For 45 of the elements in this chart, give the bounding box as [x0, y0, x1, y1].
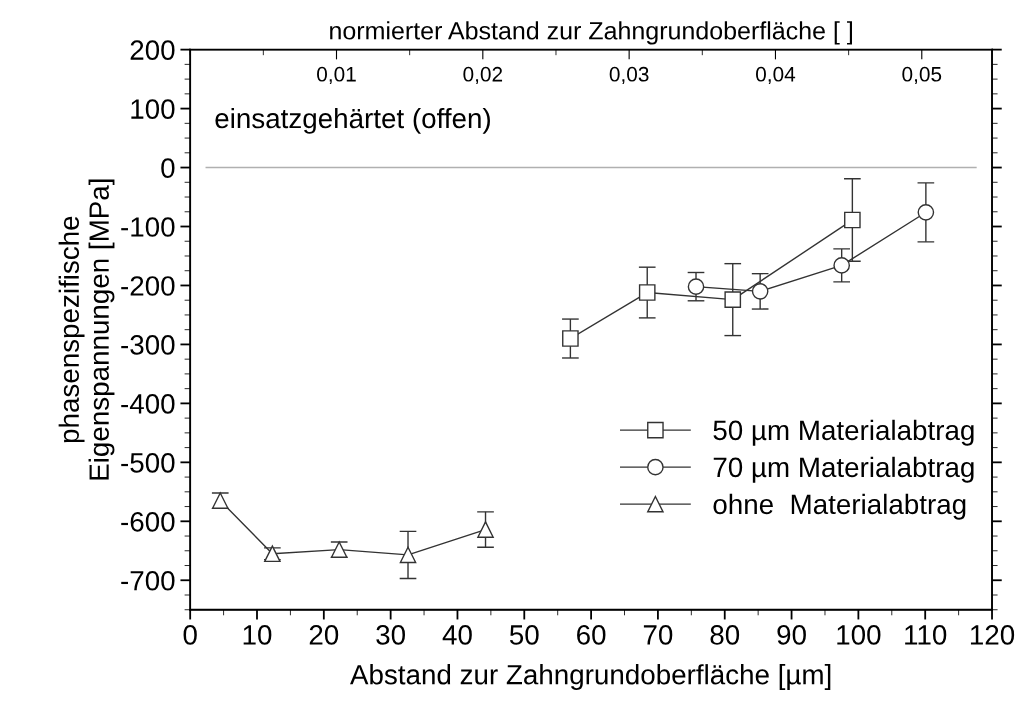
annotation: einsatzgehärtet (offen) [215, 107, 490, 134]
x-tick-label: 10 [243, 625, 272, 645]
x-tick-label: 120 [970, 625, 1015, 645]
y-tick-label: -200 [121, 276, 175, 296]
x-tick-label: 80 [710, 625, 740, 645]
point [638, 284, 656, 301]
point [917, 204, 935, 221]
x-tick-label: 110 [905, 625, 947, 645]
x-tick-label: 0 [183, 625, 197, 645]
point [833, 257, 851, 274]
x-tick-label: 50 [509, 625, 539, 645]
x-tick-label: 100 [837, 625, 881, 645]
x2-tick-label: 0,02 [463, 66, 503, 85]
legend-label: ohne Materialabtrag [713, 493, 966, 520]
x2-tick-label: 0,01 [317, 66, 356, 85]
x2-tick-label: 0,03 [609, 66, 649, 85]
point [724, 291, 742, 308]
y-tick-label: -500 [121, 453, 175, 473]
x-axis-title: Abstand zur Zahngrundoberfläche [µm] [350, 664, 831, 690]
x-tick-label: 20 [309, 625, 339, 645]
y-tick-label: 200 [130, 40, 175, 60]
point [399, 546, 417, 564]
point [751, 283, 769, 300]
x-tick-label: 60 [577, 625, 606, 645]
y-tick-label: -300 [121, 335, 175, 355]
y-tick-label: -400 [121, 394, 175, 414]
y-tick-label: -600 [121, 511, 175, 532]
x-tick-label: 70 [643, 625, 673, 645]
y-tick-label: 0 [161, 158, 175, 178]
x2-axis-title: normierter Abstand zur Zahngrundoberfläche [ ] [330, 21, 852, 45]
y-tick-label: -100 [121, 217, 175, 237]
y-axis-title: phasenspezifische Eigenspannungen [MPa] [58, 179, 115, 480]
legend-label: 50 µm Materialabtrag [713, 419, 974, 446]
legend-label: 70 µm Materialabtrag [713, 456, 974, 483]
x-tick-label: 30 [376, 625, 405, 645]
point [687, 278, 705, 295]
x2-tick-label: 0,04 [756, 66, 796, 85]
y-tick-label: -700 [121, 570, 175, 591]
x-tick-label: 90 [777, 625, 806, 645]
y-tick-label: 100 [131, 99, 175, 119]
point [562, 330, 579, 347]
x2-tick-label: 0,05 [902, 66, 942, 85]
x-tick-label: 40 [442, 625, 472, 645]
point [844, 211, 861, 229]
point [477, 521, 494, 538]
